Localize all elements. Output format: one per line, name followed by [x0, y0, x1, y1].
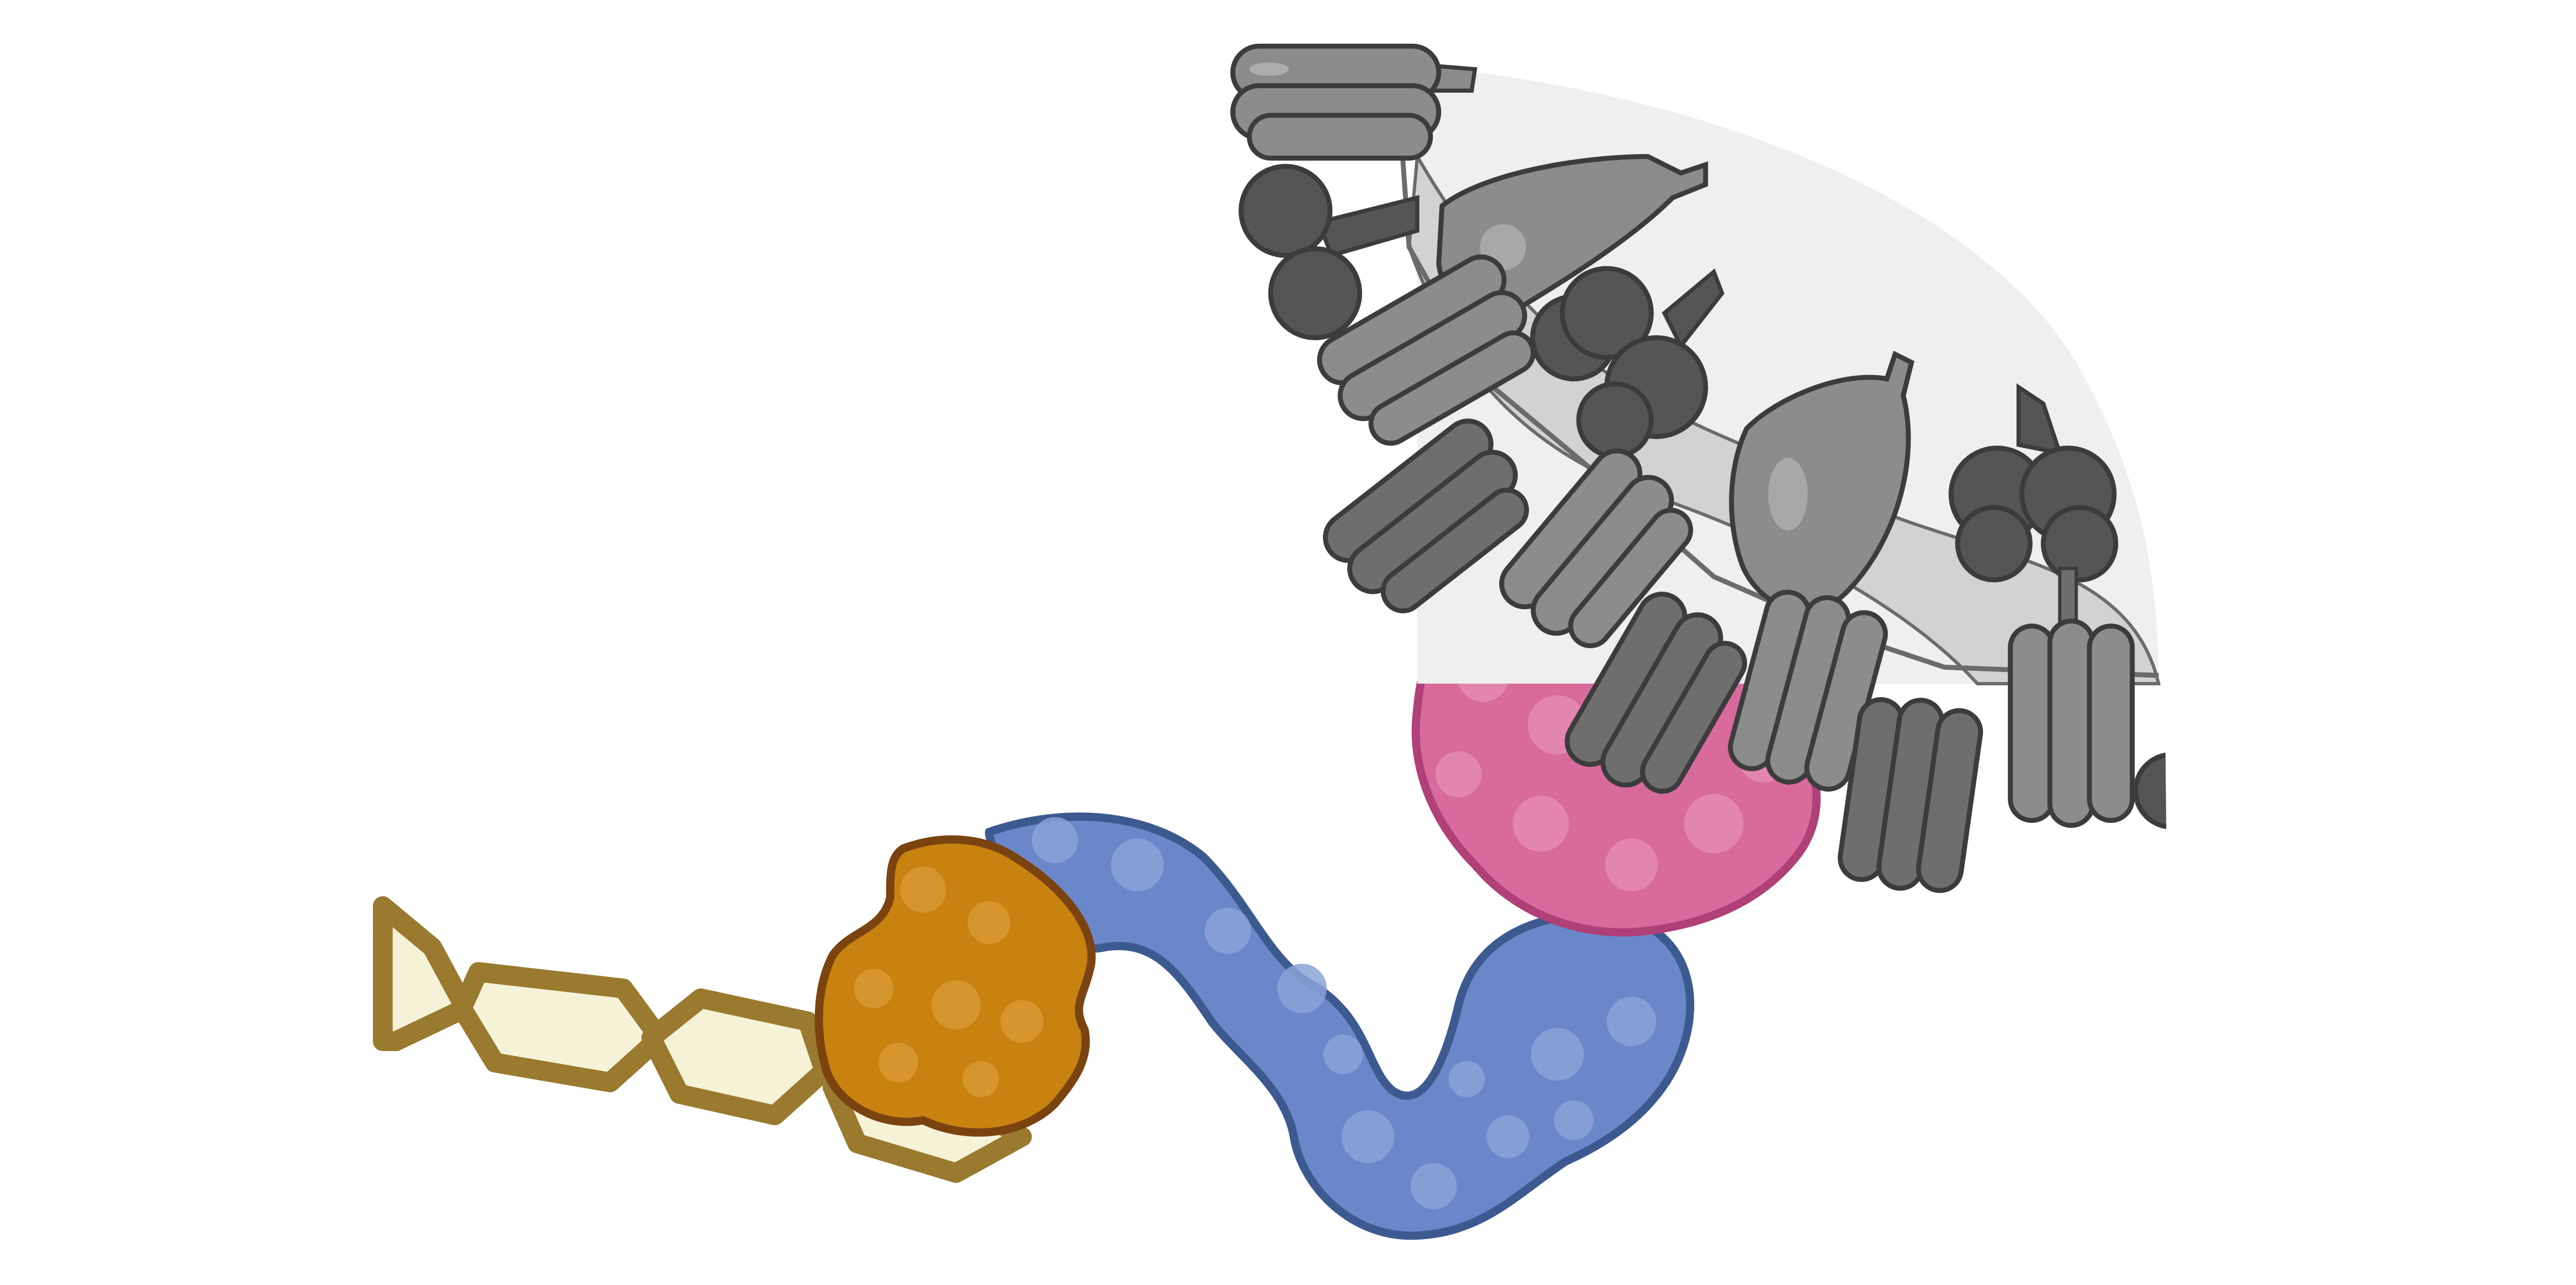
sugar-ring-2	[452, 962, 670, 1092]
enzyme-subunit-pear-2	[1729, 350, 1914, 613]
enzyme-subunit-vertical-dark	[1837, 697, 1984, 893]
enzyme-subunit-mid	[1499, 448, 1693, 649]
enzyme-subunit-vertical-2	[2008, 618, 2135, 828]
enzyme-cluster	[1230, 43, 2167, 893]
dark-globule-pair-left	[1239, 164, 1419, 341]
dark-globule-cluster-right	[1948, 383, 2119, 628]
sugar-ring-3	[641, 988, 835, 1125]
enzyme-subunit-vertical-1	[1727, 589, 1888, 792]
enzyme-subunit-dark-2	[1565, 591, 1748, 794]
flexible-linker	[985, 812, 1694, 1240]
polysaccharide-chain	[372, 896, 1032, 1183]
dark-globule-edge	[2133, 752, 2167, 830]
sugar-ring-1	[372, 896, 476, 1051]
enzyme-subunit-dark-1	[1323, 418, 1529, 614]
enzyme-subunit-top	[1230, 43, 1478, 161]
enzyme-subunit-diag-1	[1317, 254, 1536, 446]
dark-globule-cluster-center	[1530, 266, 1725, 459]
binding-module	[815, 835, 1096, 1137]
